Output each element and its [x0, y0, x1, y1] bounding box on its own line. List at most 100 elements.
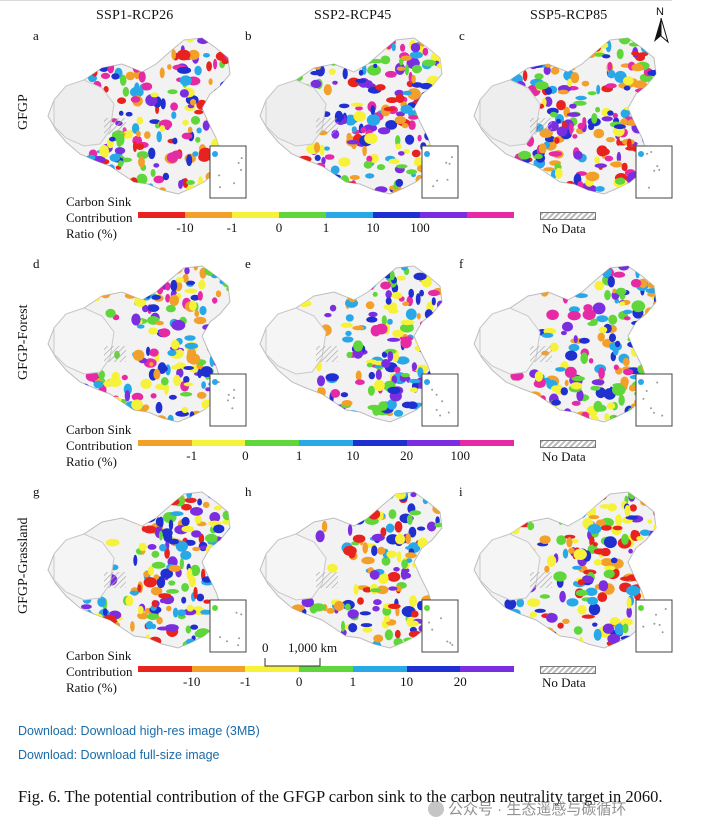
legend-title-0: Carbon Sink Contribution Ratio (%): [66, 194, 132, 242]
china-map-panel-g: [47, 491, 247, 653]
legend-title-line: Carbon Sink: [66, 194, 132, 209]
panel-letter-a: a: [33, 28, 39, 43]
legend-tick-label: 1: [322, 220, 330, 235]
china-map-panel-d: [47, 265, 247, 427]
legend-title-line: Carbon Sink: [66, 422, 132, 437]
legend-tick-label: 0: [295, 674, 303, 689]
nodata-swatch: [540, 666, 596, 674]
panel-letter-b: b: [245, 28, 252, 43]
legend-swatch: [279, 212, 326, 218]
legend-swatch: [406, 666, 461, 672]
watermark-text: 公众号 · 生态遥感与碳循环: [448, 801, 627, 818]
nodata-label: No Data: [542, 675, 586, 690]
legend-swatch: [138, 212, 185, 218]
legend-title-line: Contribution: [66, 210, 133, 225]
china-map-panel-f: [473, 265, 673, 427]
legend-swatch: [460, 666, 515, 672]
china-map-panel-h: [259, 491, 459, 653]
legend-colorbar-1: [138, 440, 515, 446]
row-label-gfgp-grassland: GFGP-Grassland: [16, 517, 31, 614]
download-fullsize-link[interactable]: Download: Download full-size image: [18, 748, 220, 762]
legend-tick-label: 20: [400, 448, 414, 463]
legend-swatch: [232, 212, 279, 218]
nodata-label: No Data: [542, 449, 586, 464]
legend-swatch: [406, 440, 461, 446]
column-title-ssp2: SSP2-RCP45: [314, 8, 392, 23]
row-label-gfgp: GFGP: [16, 94, 31, 130]
legend-tick-label: 1: [295, 448, 303, 463]
legend-swatch: [299, 440, 353, 446]
legend-swatch: [245, 666, 300, 672]
legend-tick-label: -1: [240, 674, 251, 689]
legend-swatch: [138, 440, 192, 446]
panel-letter-f: f: [459, 256, 464, 271]
figure-6: SSP1-RCP26 SSP2-RCP45 SSP5-RCP85 N GFGP …: [16, 6, 673, 696]
nodata-swatch: [540, 212, 596, 220]
china-map-panel-c: [473, 37, 673, 199]
legend-tick-label: -10: [183, 674, 201, 689]
column-title-ssp5: SSP5-RCP85: [530, 8, 608, 23]
legend-tick-label: -1: [186, 448, 198, 463]
legend-swatch: [326, 212, 373, 218]
legend-tick-label: 10: [346, 448, 360, 463]
legend-swatch: [467, 212, 514, 218]
legend-tick-label: 10: [400, 674, 414, 689]
china-map-panel-i: [473, 491, 673, 653]
panel-letter-i: i: [459, 484, 463, 499]
legend-tick-label: 100: [450, 448, 471, 463]
scale-bar: 0 1,000 km: [262, 640, 352, 670]
panel-letter-d: d: [33, 256, 40, 271]
column-title-ssp1: SSP1-RCP26: [96, 8, 174, 23]
legend-tick-label: 0: [242, 448, 249, 463]
legend-swatch: [299, 666, 353, 672]
legend-title-2: Carbon Sink Contribution Ratio (%): [66, 648, 132, 696]
scale-zero-label: 0: [262, 640, 269, 655]
panel-letter-c: c: [459, 28, 465, 43]
legend-tick-label: 10: [366, 220, 380, 235]
north-arrow-icon: [654, 18, 669, 44]
panel-letter-g: g: [33, 484, 40, 499]
scale-distance-label: 1,000 km: [288, 640, 338, 655]
legend-tick-label: -10: [176, 220, 194, 235]
legend-swatch: [460, 440, 515, 446]
legend-tick-label: -1: [226, 220, 238, 235]
panel-letter-h: h: [245, 484, 252, 499]
legend-swatch: [191, 440, 246, 446]
legend-title-line: Ratio (%): [66, 454, 117, 469]
legend-title-line: Ratio (%): [66, 680, 117, 695]
row-label-gfgp-forest: GFGP-Forest: [16, 304, 31, 380]
figure-caption: Fig. 6. The potential contribution of th…: [18, 787, 663, 806]
legend-swatch: [352, 440, 407, 446]
legend-title-line: Ratio (%): [66, 226, 117, 241]
scale-bar-line: [264, 658, 321, 667]
legend-colorbar-0: [138, 212, 514, 218]
legend-swatch: [138, 666, 192, 672]
legend-swatch: [420, 212, 467, 218]
legend-swatch: [373, 212, 420, 218]
watermark: 公众号 · 生态遥感与碳循环: [428, 798, 626, 819]
wechat-icon: [428, 800, 444, 817]
legend-tick-label: 20: [453, 674, 467, 689]
legend-swatch: [191, 666, 246, 672]
nodata-label: No Data: [542, 221, 586, 236]
legend-title-line: Carbon Sink: [66, 648, 132, 663]
legend-tick-label: 100: [410, 220, 430, 235]
legend-title-line: Contribution: [66, 664, 133, 679]
legend-swatch: [352, 666, 407, 672]
download-highres-link[interactable]: Download: Download high-res image (3MB): [18, 724, 260, 738]
legend-tick-label: 1: [349, 674, 357, 689]
legend-tick-label: 0: [275, 220, 283, 235]
legend-swatch: [245, 440, 300, 446]
top-divider: [0, 0, 672, 1]
nodata-swatch: [540, 440, 596, 448]
legend-title-1: Carbon Sink Contribution Ratio (%): [66, 422, 132, 470]
china-map-panel-b: [259, 37, 459, 199]
legend-swatch: [185, 212, 232, 218]
panel-letter-e: e: [245, 256, 251, 271]
china-map-panel-e: [259, 265, 459, 427]
north-label: N: [656, 6, 664, 18]
legend-colorbar-2: [138, 666, 515, 672]
north-arrow: N: [650, 6, 672, 44]
legend-title-line: Contribution: [66, 438, 133, 453]
china-map-panel-a: [47, 37, 247, 199]
